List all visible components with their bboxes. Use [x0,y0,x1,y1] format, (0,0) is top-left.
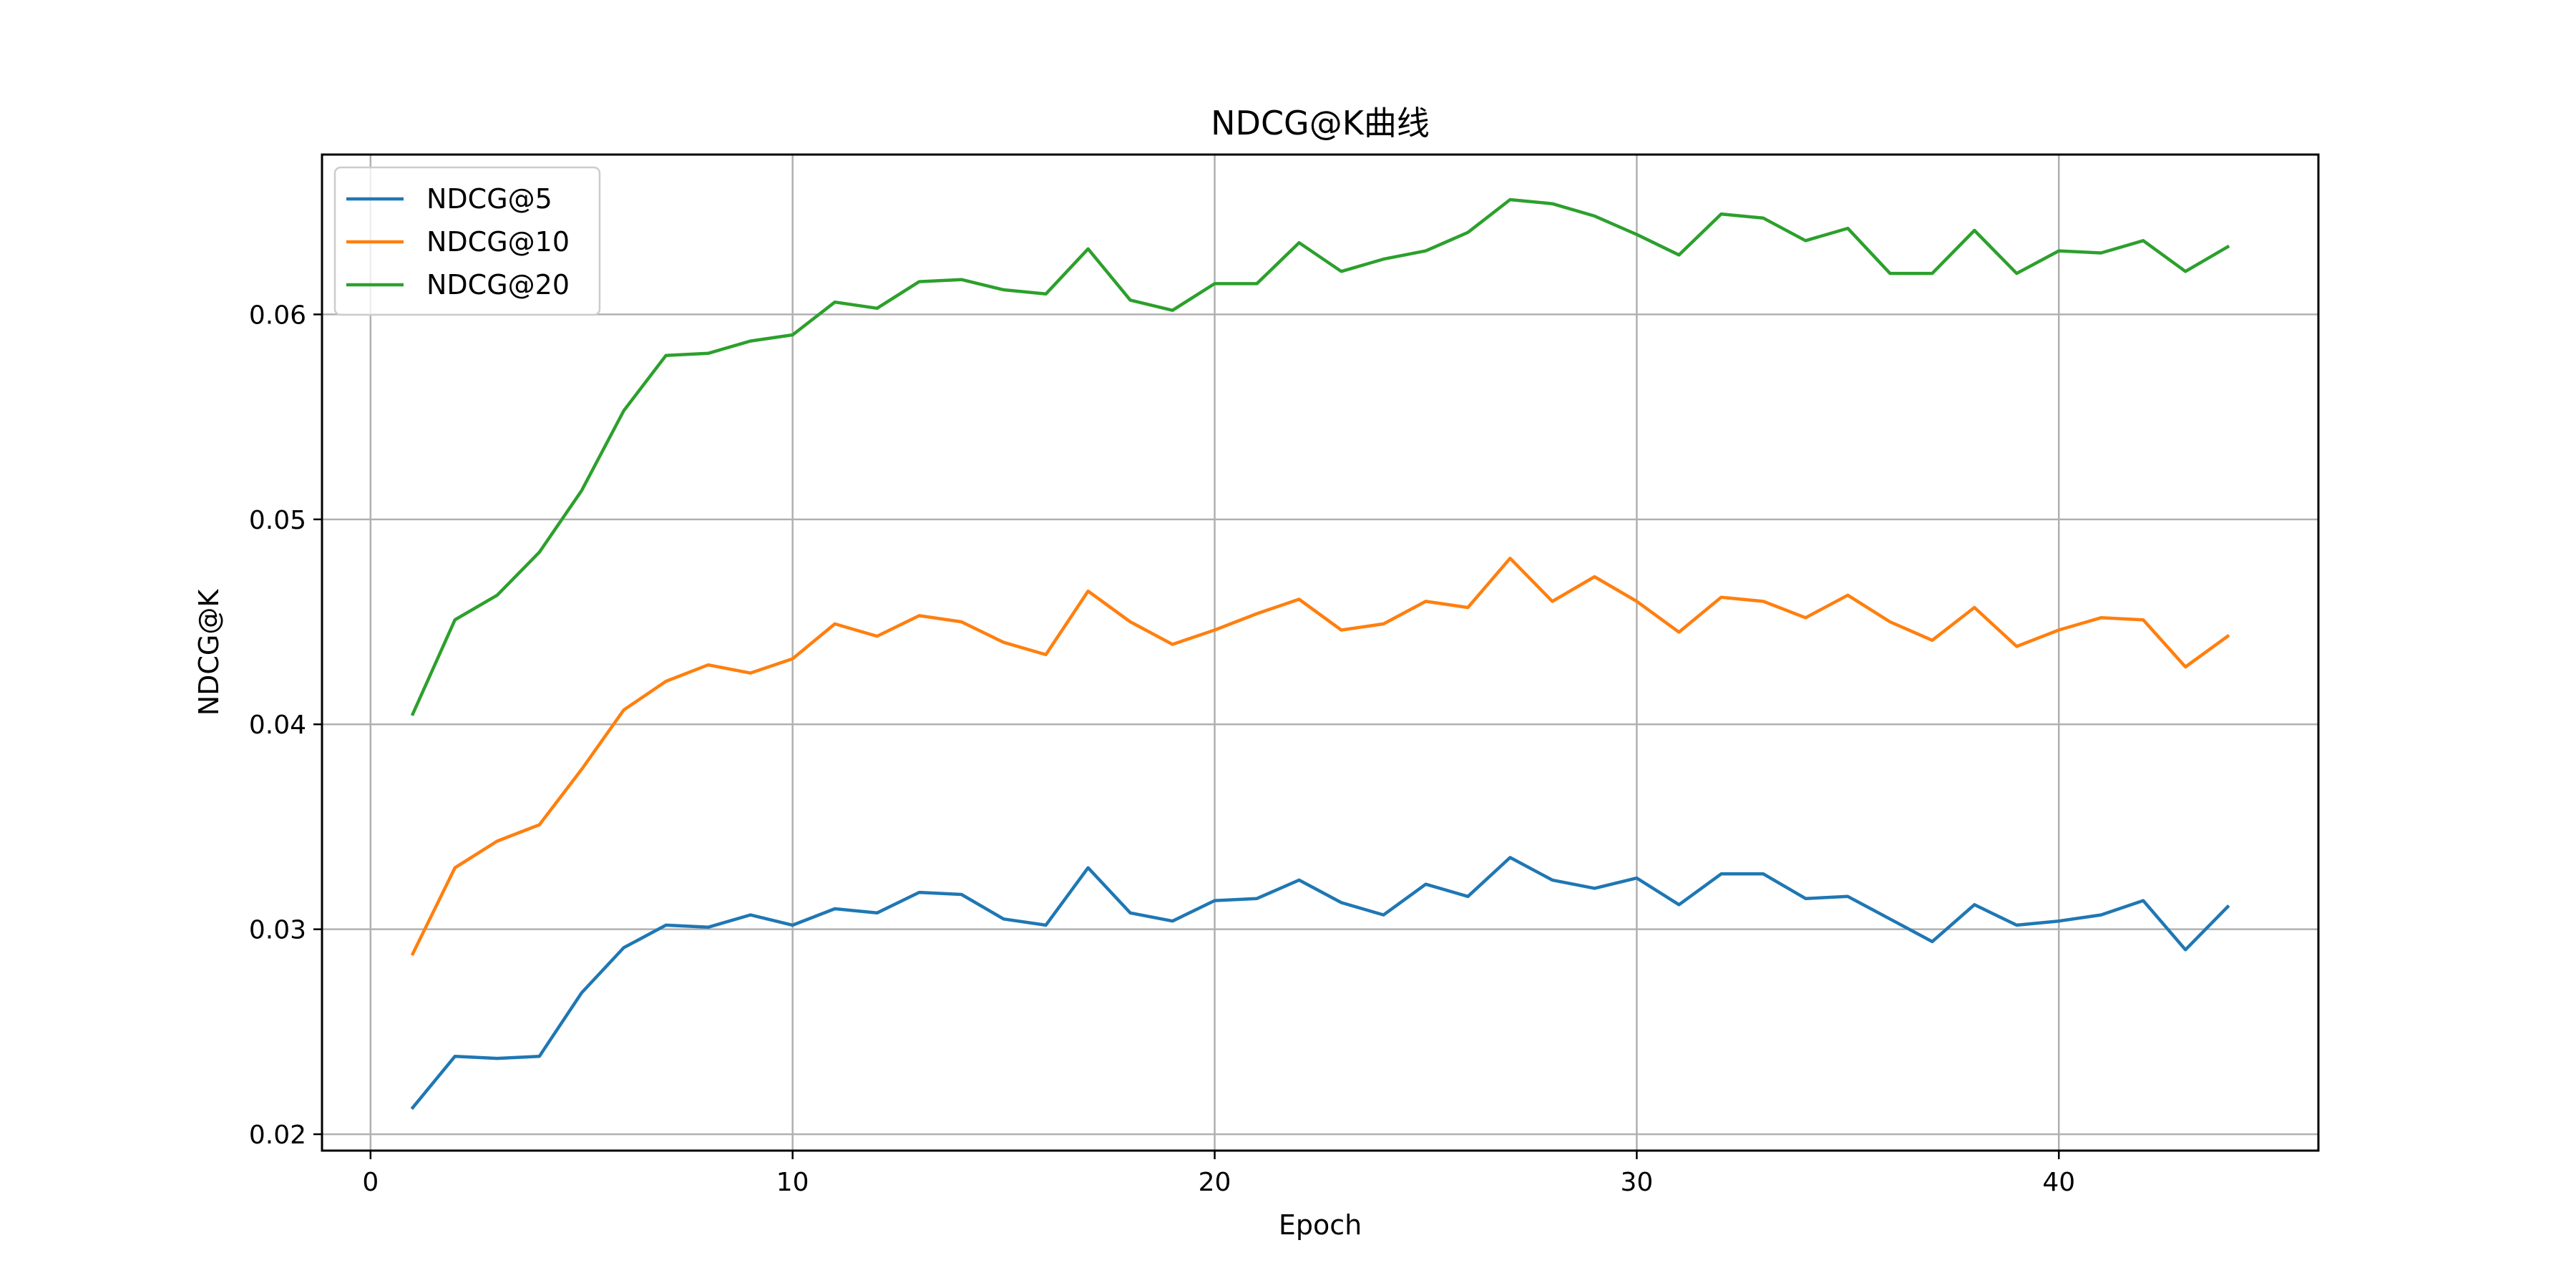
legend-label: NDCG@10 [426,226,570,258]
plot-frame [321,153,2320,1152]
series-line-ndcg-20 [410,197,2230,716]
x-axis-label: Epoch [1279,1209,1362,1241]
series-line-ndcg-5 [410,856,2230,1111]
chart-title: NDCG@K曲线 [1211,104,1430,142]
series-line-ndcg-10 [410,556,2230,957]
y-tick-label: 0.06 [249,301,306,330]
legend-box [333,166,601,316]
y-axis-label: NDCG@K [193,589,225,716]
legend-label: NDCG@5 [426,183,552,215]
y-tick-label: 0.05 [249,506,306,535]
x-tick-label: 0 [362,1168,379,1197]
legend-label: NDCG@20 [426,269,570,301]
y-tick-label: 0.03 [249,916,306,945]
legend: NDCG@5 NDCG@10 NDCG@20 [333,166,601,316]
x-tick-label: 10 [776,1168,809,1197]
axis-ticks: 0 10 20 30 40 0.02 0.03 0.04 0.05 0.06 [249,301,2075,1197]
series-lines [410,197,2230,1111]
y-tick-label: 0.04 [249,711,306,740]
x-tick-label: 30 [1620,1168,1653,1197]
x-tick-label: 20 [1199,1168,1231,1197]
y-tick-label: 0.02 [249,1121,306,1150]
x-tick-label: 40 [2042,1168,2075,1197]
grid-lines [322,155,2318,1151]
